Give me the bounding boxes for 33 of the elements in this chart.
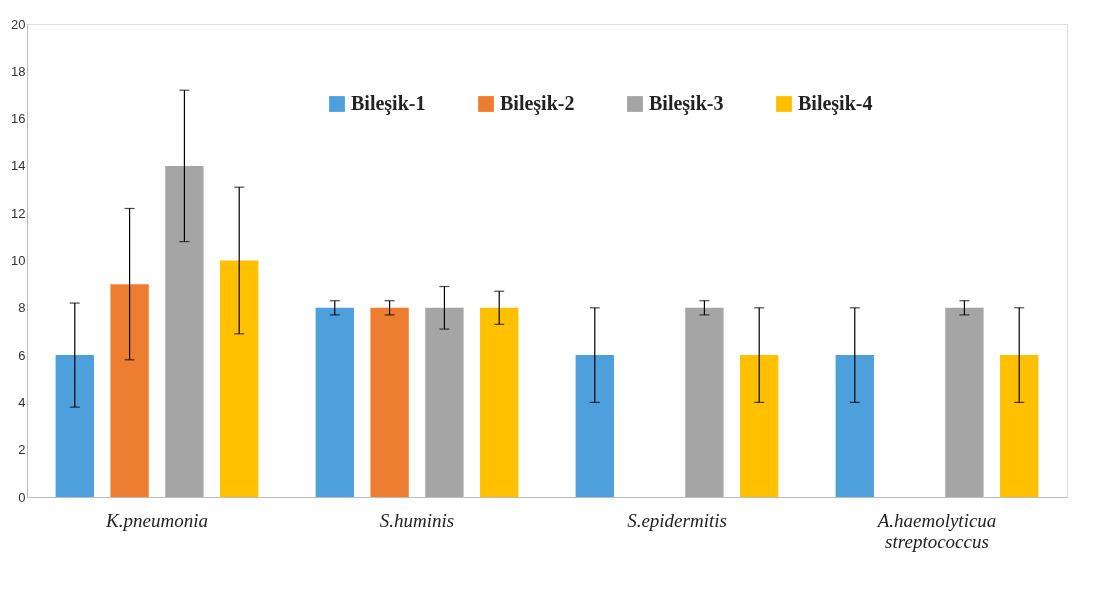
- y-tick-label: 18: [11, 63, 26, 79]
- bar: [945, 307, 984, 497]
- y-tick-label: 0: [18, 489, 26, 505]
- bar: [575, 355, 614, 497]
- y-tick-label: 2: [18, 442, 26, 458]
- bar: [110, 284, 149, 497]
- bar: [220, 260, 259, 497]
- bar: [480, 307, 519, 497]
- bar: [685, 307, 724, 497]
- legend-label: Bileşik-4: [798, 92, 873, 115]
- y-tick-label: 10: [11, 253, 26, 268]
- y-tick-label: 8: [18, 300, 26, 316]
- y-tick-label: 6: [18, 347, 26, 363]
- bar: [370, 307, 409, 497]
- x-tick-label: S.epidermitis: [627, 509, 727, 531]
- y-tick-label: 20: [11, 16, 26, 32]
- bar: [425, 307, 464, 497]
- bar: [835, 355, 874, 497]
- x-tick-label: A.haemolyticua streptococcus: [875, 509, 997, 552]
- bar: [740, 355, 779, 497]
- legend-label: Bileşik-1: [351, 92, 426, 115]
- bar: [315, 307, 354, 497]
- x-tick-label: S.huminis: [379, 509, 455, 531]
- y-tick-label: 16: [11, 111, 26, 127]
- legend-label: Bileşik-2: [500, 92, 575, 115]
- y-tick-label: 14: [11, 158, 26, 174]
- x-tick-label: K.pneumonia: [105, 509, 208, 531]
- y-tick-label: 12: [11, 205, 26, 221]
- bar: [55, 355, 94, 497]
- legend-label: Bileşik-3: [649, 92, 724, 115]
- bar: [1000, 355, 1039, 497]
- bar: [165, 165, 204, 497]
- y-tick-label: 4: [18, 394, 26, 410]
